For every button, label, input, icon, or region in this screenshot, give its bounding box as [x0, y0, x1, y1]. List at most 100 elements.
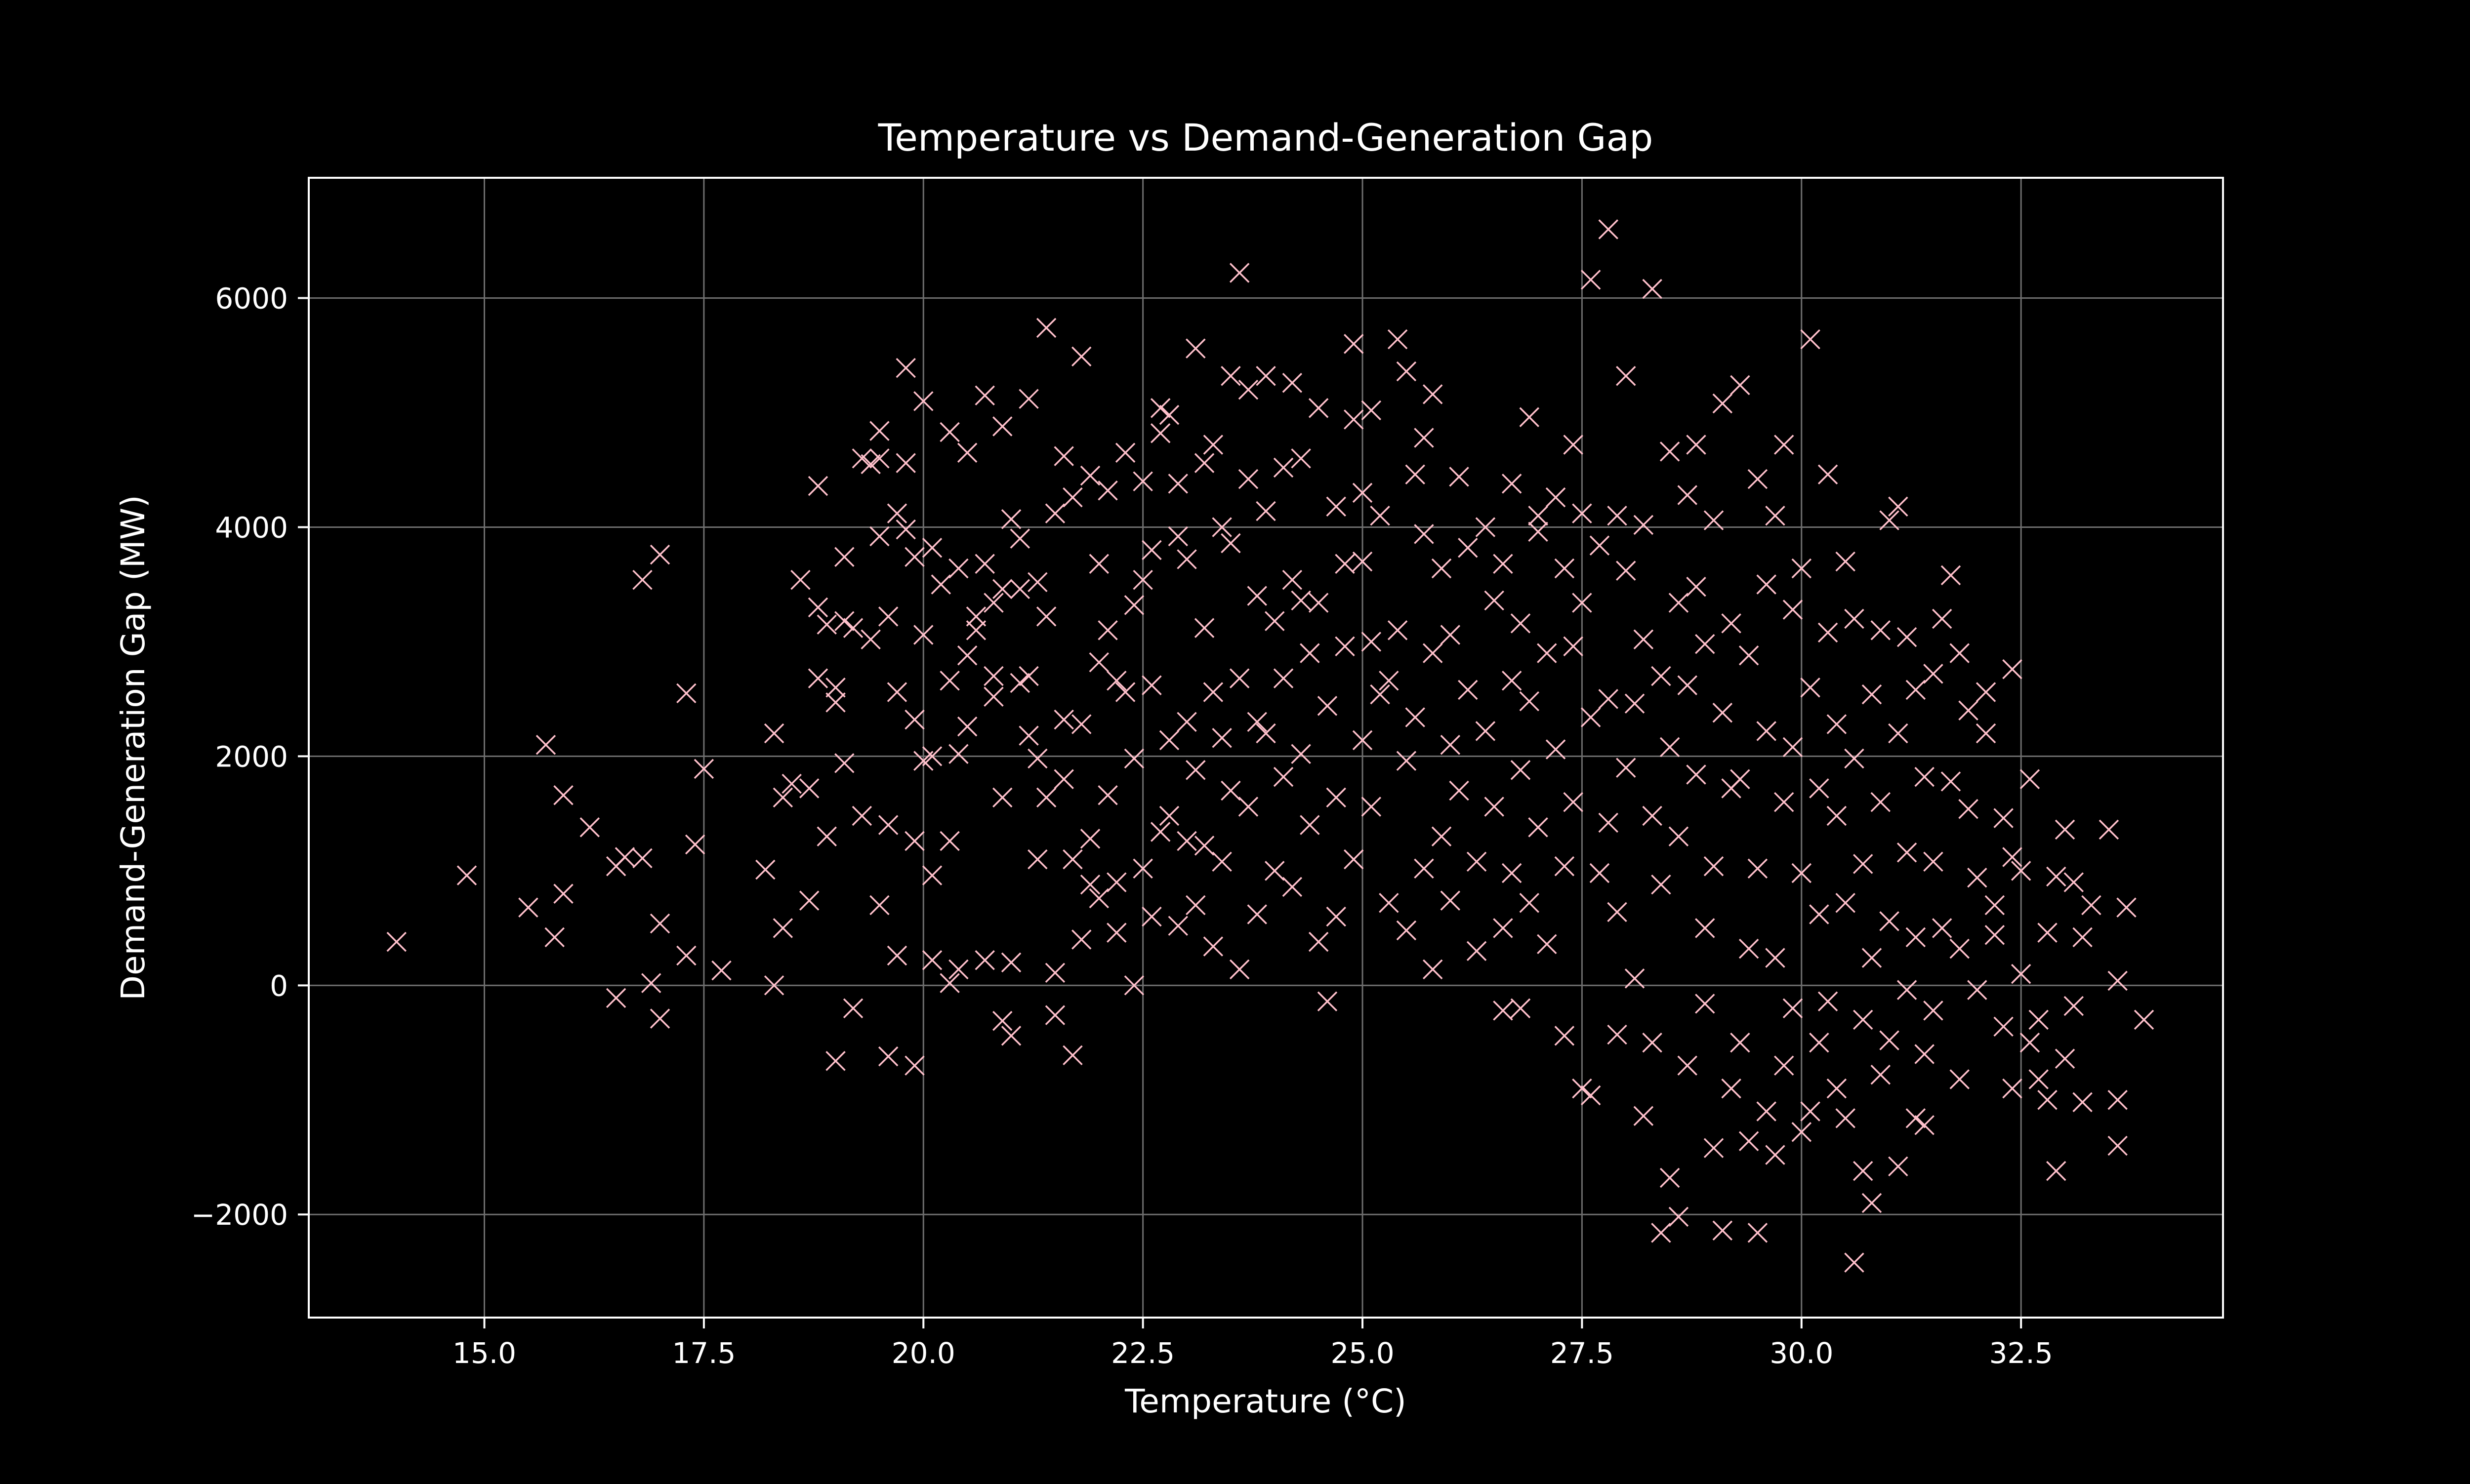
data-point: [1519, 893, 1539, 913]
data-point: [1089, 888, 1110, 909]
data-point: [922, 950, 943, 970]
data-point: [2107, 1090, 2128, 1110]
data-point: [1642, 1033, 1662, 1053]
data-point: [1563, 792, 1583, 812]
data-point: [1107, 671, 1127, 691]
grid-layer: [309, 178, 2223, 1318]
data-point: [1071, 346, 1092, 367]
data-point: [1510, 998, 1531, 1018]
data-point: [1633, 515, 1654, 535]
data-point: [1958, 700, 1978, 721]
data-point: [1765, 506, 1785, 526]
data-point: [869, 448, 890, 469]
data-point: [1703, 856, 1724, 877]
data-point: [1826, 714, 1847, 734]
data-point: [1177, 712, 1197, 732]
data-point: [1949, 938, 1970, 959]
data-point: [1747, 1223, 1768, 1243]
data-point: [1756, 1101, 1776, 1122]
data-point: [1896, 980, 1917, 1000]
data-point: [808, 476, 828, 496]
data-point: [922, 746, 943, 766]
data-point: [1150, 822, 1171, 842]
data-point: [1203, 682, 1224, 702]
y-tick-label: 4000: [215, 511, 288, 544]
data-point: [1308, 593, 1329, 613]
data-point: [1142, 675, 1162, 695]
data-point: [1150, 398, 1171, 418]
data-point: [1449, 467, 1469, 487]
data-point: [1659, 1167, 1680, 1188]
data-point: [676, 945, 697, 966]
data-point: [1308, 398, 1329, 418]
data-point: [1440, 625, 1461, 645]
data-point: [1282, 569, 1303, 590]
data-point: [1852, 1009, 1873, 1030]
data-point: [2002, 1078, 2022, 1099]
data-point: [1800, 677, 1820, 698]
data-point: [1124, 975, 1145, 996]
data-point: [1458, 680, 1478, 700]
data-point: [1001, 1026, 1022, 1046]
data-point: [834, 753, 855, 773]
data-point: [1212, 728, 1232, 748]
data-point: [1273, 668, 1294, 688]
data-point: [2011, 963, 2031, 984]
data-point: [1063, 849, 1083, 870]
data-point: [1949, 1069, 1970, 1089]
data-point: [1133, 471, 1153, 491]
data-point: [1501, 671, 1522, 691]
data-point: [940, 831, 960, 851]
data-point: [694, 759, 714, 779]
data-point: [1010, 673, 1030, 693]
data-point: [1598, 812, 1618, 833]
x-tick-label: 15.0: [453, 1336, 516, 1370]
data-point: [817, 826, 837, 847]
data-point: [1405, 464, 1425, 485]
data-point: [1554, 1026, 1575, 1046]
data-point: [1712, 1220, 1733, 1241]
y-tick-label: 2000: [215, 740, 288, 773]
data-point: [1396, 751, 1417, 771]
data-point: [1036, 787, 1057, 808]
data-point: [1712, 703, 1733, 723]
data-point: [1001, 952, 1022, 973]
data-point: [808, 597, 828, 618]
data-point: [922, 537, 943, 558]
data-point: [1686, 435, 1706, 455]
data-point: [579, 817, 600, 838]
data-point: [869, 526, 890, 547]
data-point: [1352, 482, 1373, 503]
data-point: [1703, 1138, 1724, 1158]
data-point: [1396, 361, 1417, 382]
data-point: [1572, 593, 1592, 613]
data-point: [1607, 506, 1627, 526]
chart-title: Temperature vs Demand-Generation Gap: [878, 116, 1653, 160]
data-point: [641, 973, 661, 993]
data-point: [1414, 858, 1434, 879]
data-point: [957, 716, 978, 737]
data-point: [1730, 769, 1750, 790]
data-point: [1168, 916, 1188, 936]
data-point: [975, 950, 995, 970]
data-point: [948, 558, 969, 579]
data-point: [1229, 959, 1250, 980]
data-point: [1993, 1016, 2014, 1037]
data-point: [1177, 831, 1197, 851]
data-point: [896, 519, 916, 540]
data-point: [887, 503, 907, 523]
data-point: [1817, 991, 1838, 1012]
data-point: [1054, 446, 1074, 466]
data-point: [1150, 423, 1171, 443]
data-point: [1352, 730, 1373, 751]
data-point: [1677, 675, 1697, 695]
data-point: [1238, 469, 1259, 489]
data-point: [887, 945, 907, 966]
data-point: [1045, 1005, 1066, 1025]
data-point: [676, 683, 697, 704]
data-point: [1124, 595, 1145, 615]
data-point: [1010, 579, 1030, 599]
data-point: [1589, 535, 1610, 556]
data-point: [1774, 1055, 1794, 1076]
data-point: [1414, 428, 1434, 448]
